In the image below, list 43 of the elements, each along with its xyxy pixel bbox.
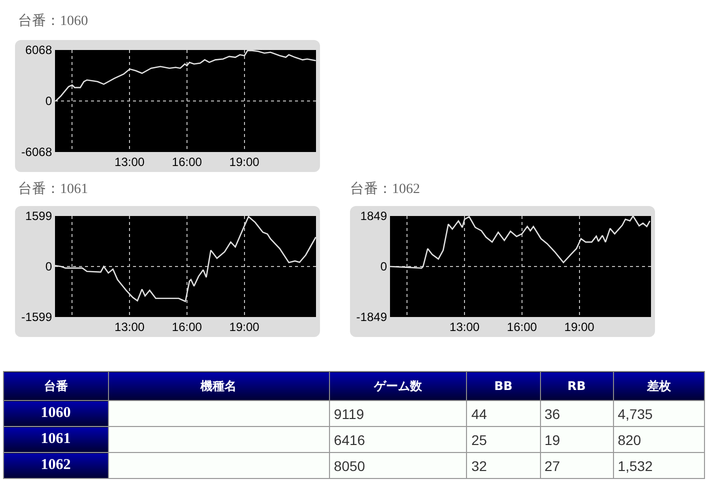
- chart-title: 台番：1062: [350, 180, 420, 198]
- x-tick-label: 19:00: [229, 155, 260, 169]
- y-tick-label: -1849: [356, 310, 388, 324]
- text: 4,735: [618, 406, 653, 422]
- text: 19: [544, 432, 560, 448]
- x-tick-label: 16:00: [506, 320, 538, 334]
- text: 44: [471, 406, 487, 422]
- category-label: 1060: [40, 405, 71, 421]
- y-tick-label: 6068: [25, 43, 52, 58]
- text: 25: [471, 432, 487, 448]
- category-label: 1062: [40, 457, 71, 473]
- text: 1,532: [618, 458, 653, 474]
- y-tick-label: -1599: [21, 310, 52, 324]
- category-label: RB: [540, 372, 614, 400]
- x-tick-label: 13:00: [114, 155, 145, 169]
- chart-title: 台番：1060: [18, 12, 88, 30]
- x-tick-label: 16:00: [172, 155, 202, 169]
- y-tick-label: -6068: [21, 145, 52, 160]
- y-tick-label: 0: [45, 260, 52, 274]
- text: 32: [471, 458, 487, 474]
- y-tick-label: 0: [45, 94, 52, 108]
- x-tick-label: 16:00: [172, 320, 202, 334]
- y-tick-label: 1599: [25, 209, 52, 224]
- x-tick-label: 19:00: [564, 320, 595, 334]
- y-tick-label: 1849: [360, 209, 388, 224]
- y-tick-label: 0: [380, 260, 388, 274]
- category-label: 差枚: [613, 372, 704, 400]
- category-label: 機種名: [108, 372, 330, 400]
- text: 9119: [334, 406, 364, 422]
- text: 820: [618, 432, 642, 448]
- chart-title: 台番：1061: [18, 180, 88, 198]
- category-label: 1061: [40, 431, 71, 447]
- line-series: [390, 216, 650, 269]
- text: 8050: [334, 458, 366, 474]
- category-label: ゲーム数: [329, 372, 467, 400]
- text: 27: [544, 458, 560, 474]
- x-tick-label: 19:00: [229, 320, 260, 334]
- category-label: 台番: [4, 372, 108, 400]
- x-tick-label: 13:00: [450, 320, 480, 334]
- x-tick-label: 13:00: [114, 320, 145, 334]
- text: 36: [544, 406, 560, 422]
- category-label: BB: [466, 372, 540, 400]
- text: 6416: [334, 432, 366, 448]
